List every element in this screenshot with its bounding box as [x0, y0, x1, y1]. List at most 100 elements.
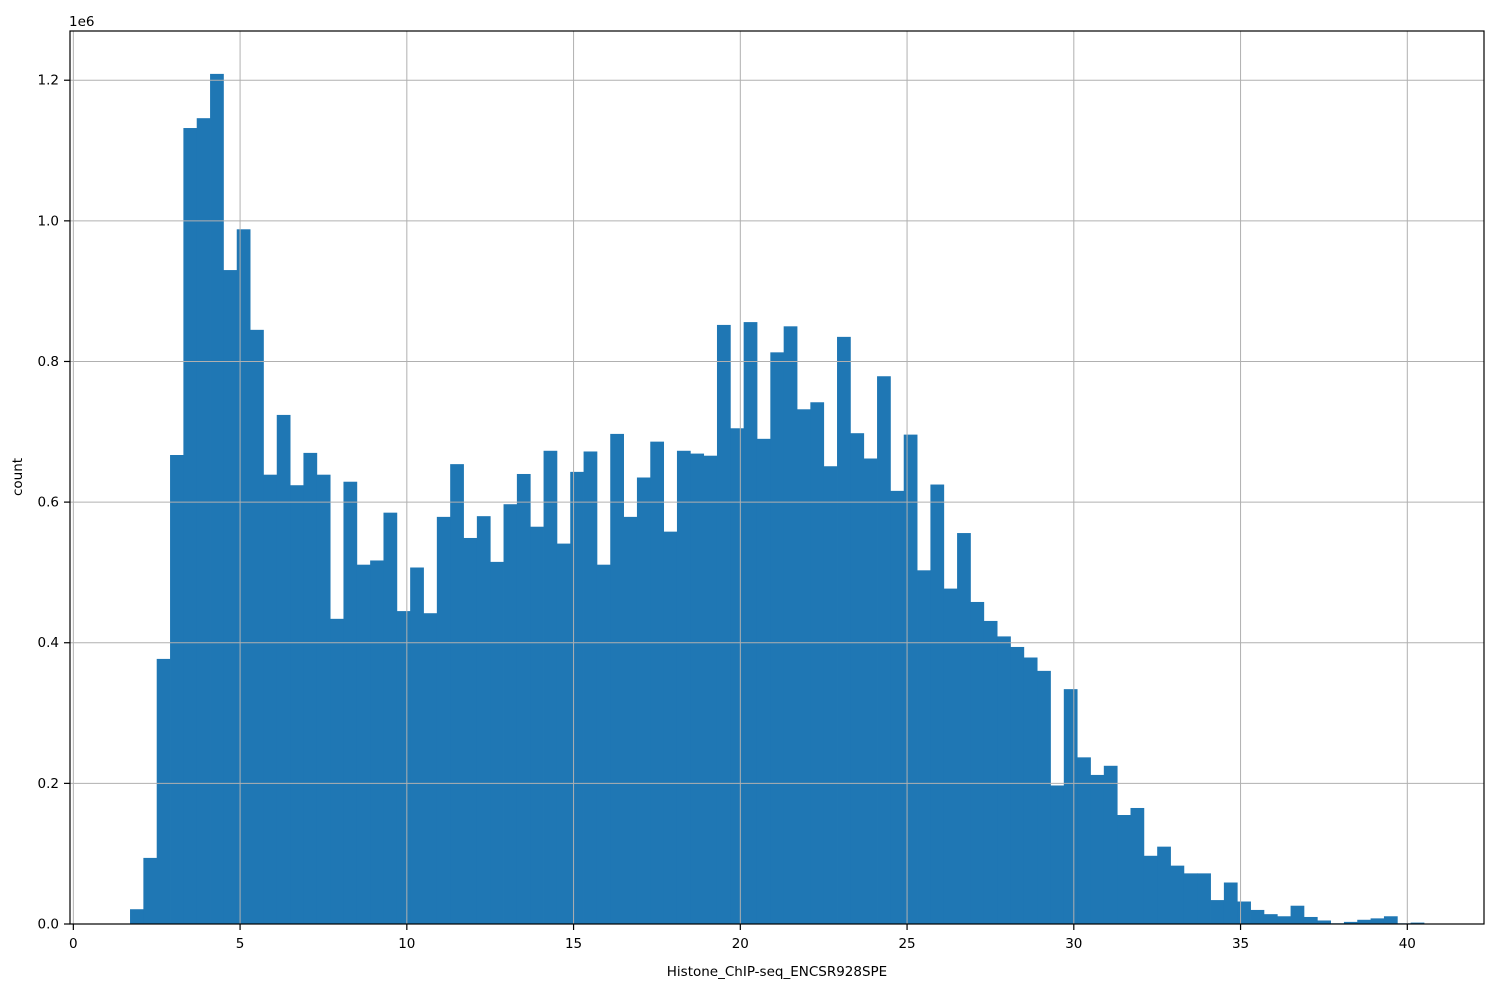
histogram-bar	[1157, 846, 1171, 924]
histogram-bar	[1183, 873, 1198, 924]
histogram-bar	[783, 326, 798, 924]
histogram-bar	[1317, 920, 1331, 924]
histogram-bar	[183, 128, 198, 924]
histogram-bar	[810, 402, 825, 924]
histogram-bar	[423, 613, 438, 924]
histogram-bar	[650, 441, 665, 924]
histogram-bar	[543, 450, 558, 924]
histogram-bar	[1063, 689, 1078, 924]
histogram-bar	[196, 118, 211, 924]
histogram-bar	[1210, 900, 1225, 924]
histogram-bar	[663, 531, 678, 924]
histogram-bar	[703, 455, 718, 924]
y-tick-label: 0.8	[38, 354, 59, 370]
histogram-bar	[690, 453, 705, 924]
y-tick-label: 0.0	[38, 917, 59, 933]
histogram-bar	[1010, 646, 1025, 924]
histogram-bar	[370, 560, 384, 924]
histogram-bar	[983, 620, 998, 924]
histogram-bar	[823, 466, 838, 924]
histogram-bar	[303, 452, 318, 924]
histogram-bar	[263, 474, 278, 924]
histogram-bar	[957, 533, 971, 924]
histogram-bar	[383, 512, 398, 924]
histogram-bar	[463, 537, 478, 924]
x-tick-label: 0	[69, 936, 78, 952]
histogram-bar	[316, 474, 331, 924]
histogram-bar	[797, 409, 811, 924]
histogram-bar	[1290, 905, 1305, 924]
histogram-bar	[236, 229, 251, 925]
histogram-bar	[410, 567, 424, 924]
histogram-bar	[1103, 765, 1118, 924]
histogram-bar	[877, 376, 891, 924]
x-tick-label: 10	[398, 936, 415, 952]
histogram-bar	[290, 485, 304, 924]
histogram-bar	[930, 484, 945, 924]
histogram-bar	[396, 611, 411, 924]
x-tick-label: 30	[1065, 936, 1082, 952]
histogram-bar	[583, 451, 598, 924]
histogram-bar	[1383, 916, 1398, 924]
histogram-bar	[530, 526, 544, 924]
histogram-bar	[143, 857, 158, 924]
histogram-bar	[210, 73, 224, 924]
y-axis-offset-label: 1e6	[69, 14, 94, 30]
histogram-bar	[1130, 807, 1145, 924]
histogram-bar	[1410, 922, 1425, 924]
histogram-bar	[943, 588, 958, 924]
histogram-bar	[156, 658, 171, 924]
histogram-bar	[170, 455, 184, 924]
histogram-bar	[1050, 785, 1065, 924]
x-tick-label: 5	[236, 936, 245, 952]
histogram-bar	[1077, 757, 1091, 924]
histogram-bar	[1090, 774, 1105, 924]
histogram-bar	[610, 433, 624, 924]
histogram-bar	[223, 270, 238, 924]
ticks-layer: 0 5 10 15 20 25 30 35 40 0.0 0.2 0.4 0.6 0.8 1.0 1.2	[38, 73, 1416, 952]
histogram-bar	[516, 473, 531, 924]
histogram-bar	[476, 516, 491, 924]
y-tick-label: 0.2	[38, 776, 59, 792]
histogram-bar	[1170, 865, 1185, 924]
histogram-bar	[1197, 873, 1211, 924]
histogram-bar	[623, 516, 638, 924]
histogram-bar	[1250, 909, 1265, 924]
histogram-bar	[1343, 921, 1358, 924]
histogram-bar	[743, 322, 758, 925]
histogram-bar	[1263, 914, 1278, 924]
histogram-bar	[1303, 916, 1318, 924]
histogram-bar	[1223, 882, 1238, 924]
y-tick-label: 1.0	[38, 213, 59, 229]
histogram-bar	[556, 543, 571, 924]
histogram-bar	[250, 329, 264, 925]
histogram-bar	[903, 434, 918, 924]
histogram-bar	[130, 909, 144, 924]
histogram-bar	[676, 450, 691, 924]
x-axis-label: Histone_ChIP-seq_ENCSR928SPE	[667, 964, 887, 980]
histogram-bar	[596, 564, 611, 924]
histogram-bar	[1370, 918, 1385, 924]
histogram-bar	[863, 458, 878, 924]
histogram-bar	[1357, 919, 1372, 924]
histogram-bar	[356, 564, 371, 924]
histogram-bar	[756, 438, 771, 924]
histogram-bar	[1023, 657, 1038, 924]
histogram-bar	[770, 352, 785, 925]
axes-layer	[69, 30, 1485, 925]
x-tick-label: 15	[565, 936, 582, 952]
histogram-bar	[917, 570, 931, 924]
y-axis-label: count	[10, 458, 26, 496]
histogram-bar	[450, 464, 464, 924]
histogram-bar	[330, 618, 344, 924]
bars-layer	[130, 73, 1425, 925]
histogram-bar	[570, 471, 584, 924]
histogram-bar	[1237, 901, 1251, 924]
histogram-bar	[1143, 855, 1158, 924]
plot-border	[69, 30, 1485, 925]
histogram-bar	[850, 433, 865, 924]
histogram-bar	[1037, 670, 1051, 924]
x-tick-label: 25	[898, 936, 915, 952]
